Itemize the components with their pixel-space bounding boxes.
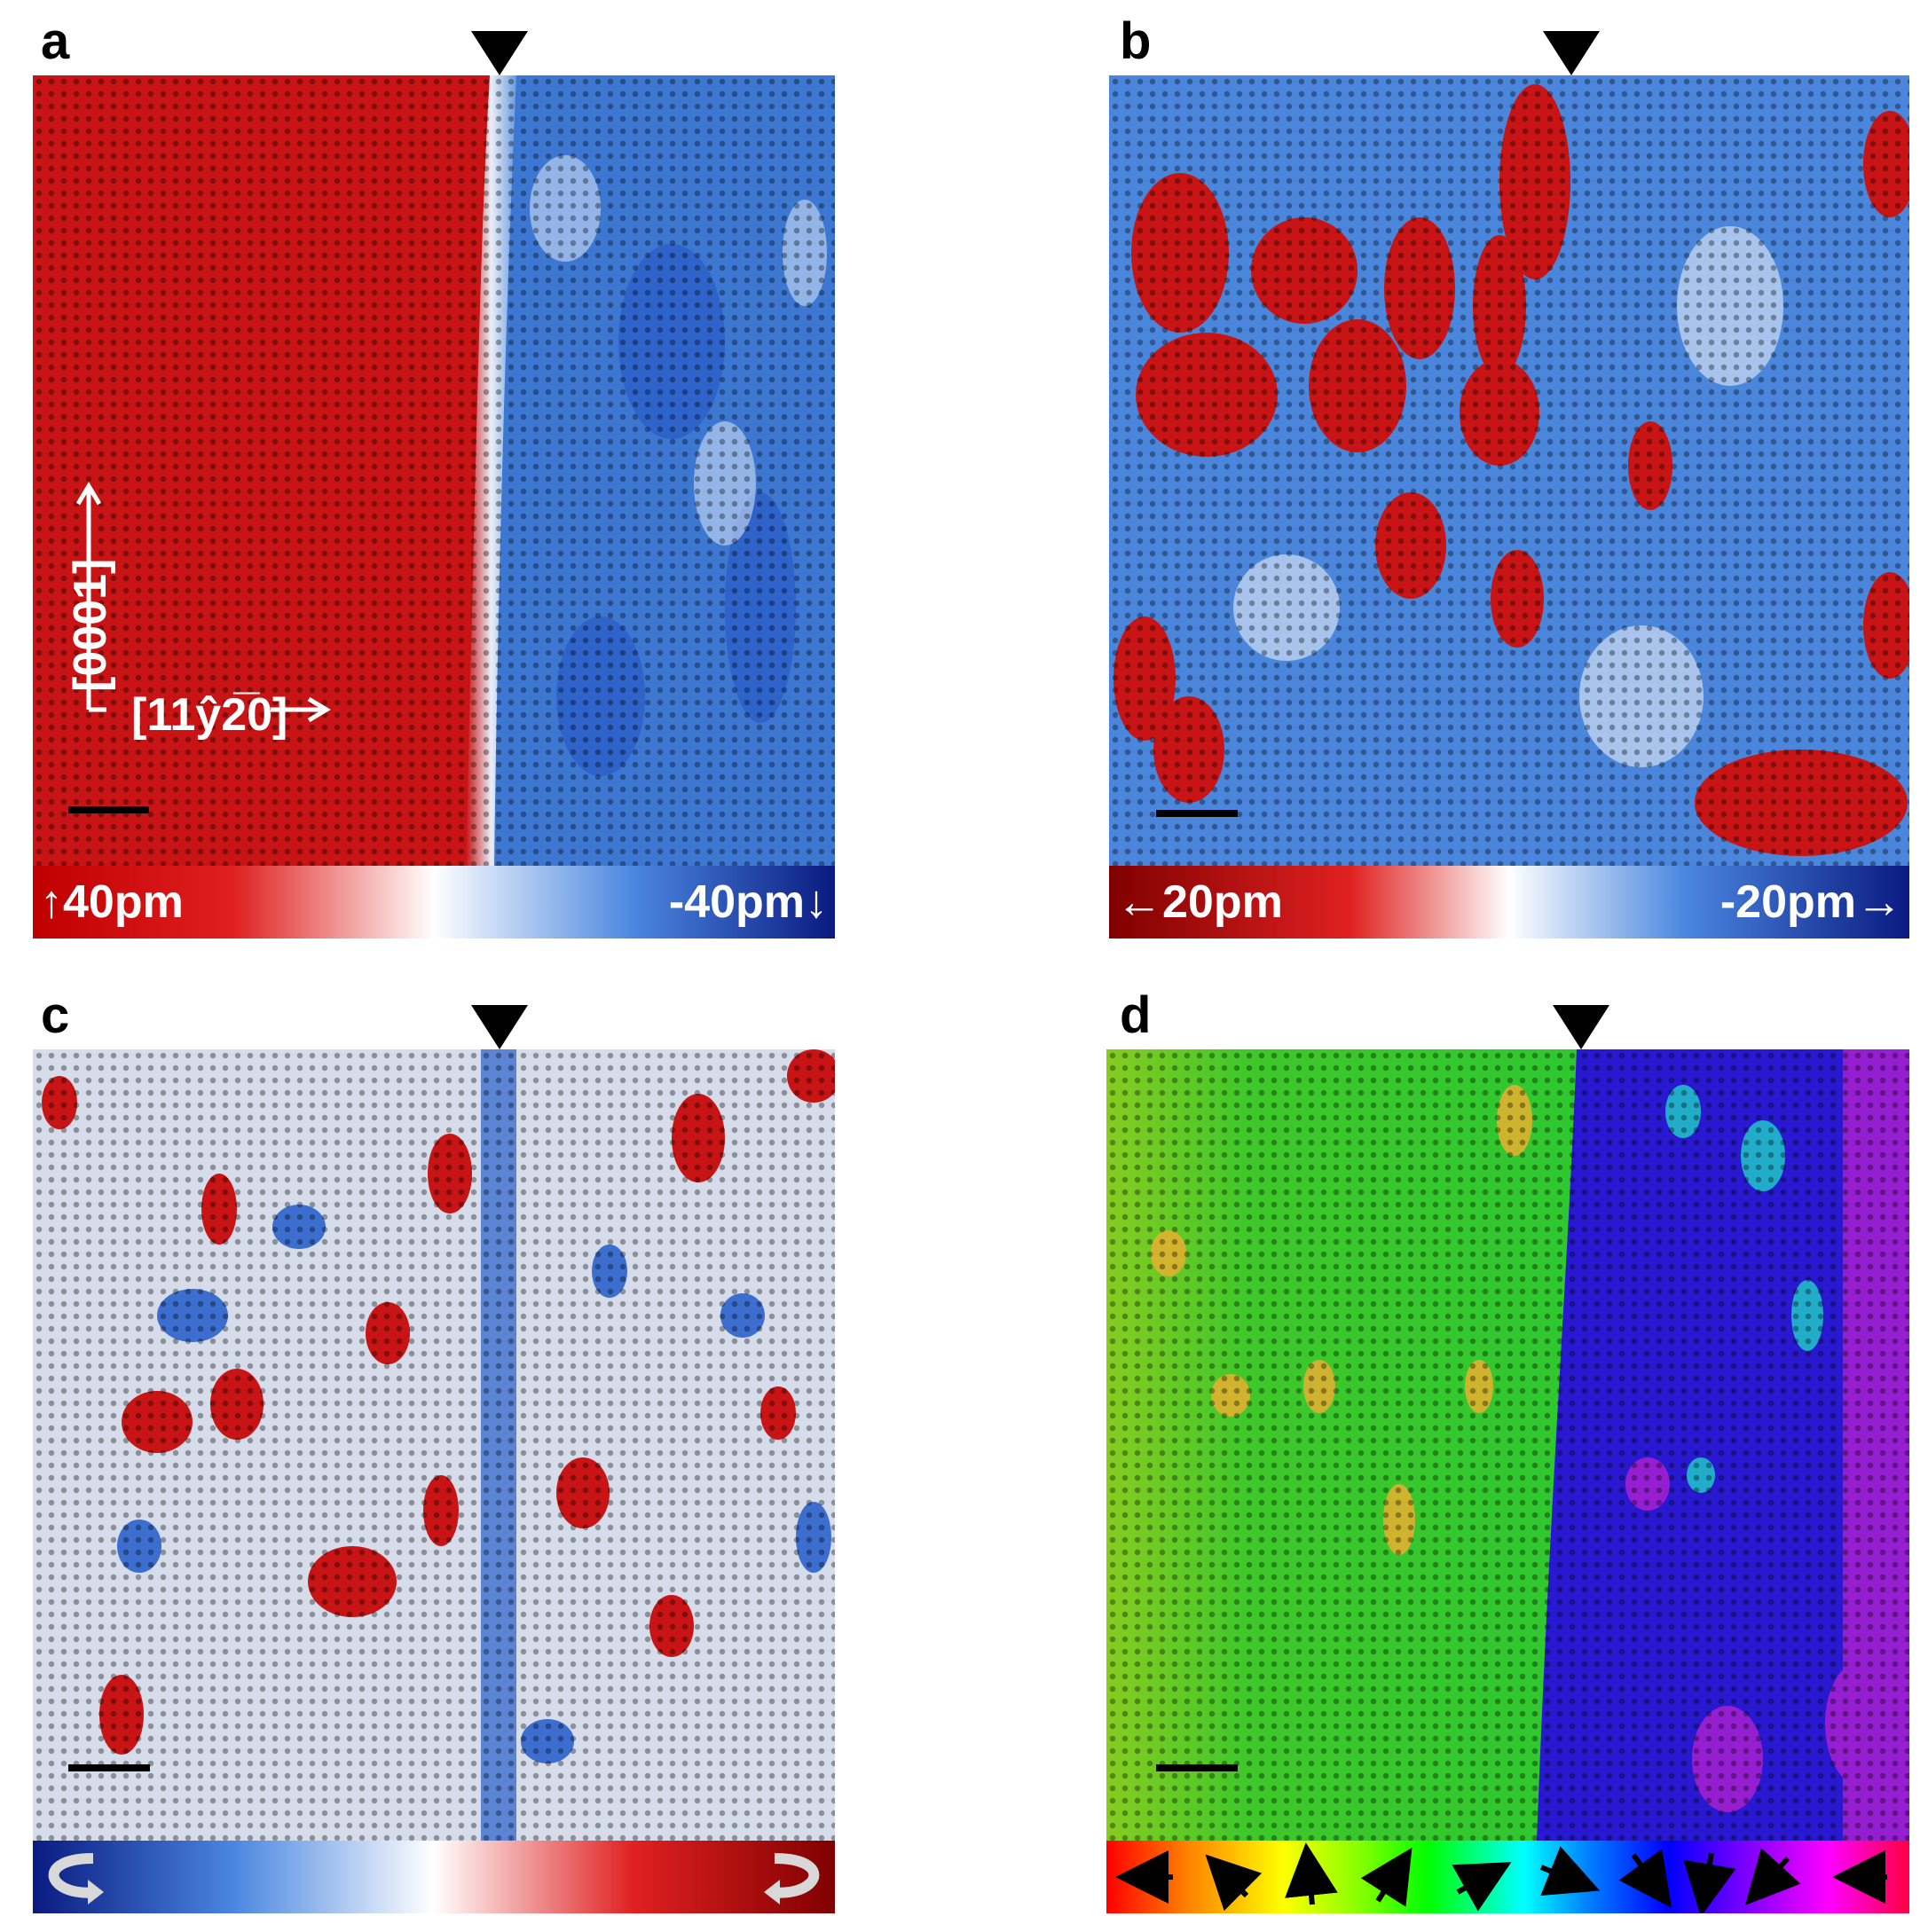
- arrow-right-down-icon: [1539, 1846, 1601, 1897]
- panel-d-scale-bar: [1156, 1764, 1238, 1771]
- arrow-right-up-icon: [1452, 1862, 1512, 1912]
- counterclockwise-rotation-icon: [48, 1853, 104, 1905]
- panel-a-domain-wall-marker: [471, 31, 528, 75]
- panel-c-domain-wall-marker: [471, 1005, 528, 1049]
- panel-d-polarization-map: [1106, 1049, 1909, 1841]
- panel-b-domain-wall-marker: [1543, 31, 1600, 75]
- panel-b-colorbar: ←20pm -20pm→: [1109, 866, 1909, 939]
- panel-a-colorbar: ↑40pm -40pm↓: [33, 866, 835, 939]
- panel-b-colorbar-right: -20pm→: [1720, 866, 1902, 939]
- panel-b-letter: b: [1120, 12, 1152, 70]
- panel-a-horizontal-axis-label: [11ŷ2̅0]: [131, 689, 288, 741]
- left-arrow-icon: ←: [1116, 876, 1162, 928]
- arrow-down-left-icon: [1744, 1848, 1801, 1905]
- right-arrow-icon: →: [1856, 876, 1902, 928]
- panel-b-displacement-map: [1109, 75, 1909, 866]
- panel-a-vertical-axis-label: [0001]: [65, 558, 116, 692]
- panel-a-colorbar-left: ↑40pm: [40, 866, 184, 939]
- panel-c-colorbar: [33, 1841, 835, 1913]
- panel-d-colorbar: [1106, 1841, 1909, 1917]
- arrow-up-icon: [1285, 1842, 1338, 1905]
- panel-a-colorbar-left-label: 40pm: [63, 876, 184, 928]
- panel-b-scale-bar: [1156, 810, 1238, 817]
- panel-c-rotation-map: [33, 1049, 835, 1841]
- panel-a-letter: a: [41, 12, 70, 70]
- panel-a-displacement-map: [33, 75, 835, 866]
- panel-a-colorbar-right: -40pm↓: [669, 866, 828, 939]
- down-arrow-icon: ↓: [805, 876, 828, 928]
- panel-d-domain-wall-marker: [1553, 1005, 1609, 1049]
- panel-b-colorbar-left-label: 20pm: [1162, 876, 1283, 928]
- panel-c-letter: c: [41, 986, 70, 1044]
- arrow-down-icon: [1683, 1852, 1736, 1917]
- arrow-down-right-icon: [1618, 1849, 1672, 1908]
- panel-c-scale-bar: [68, 1764, 150, 1771]
- up-arrow-icon: ↑: [40, 876, 63, 928]
- arrow-up-left-icon: [1205, 1854, 1263, 1912]
- clockwise-rotation-icon: [764, 1853, 820, 1905]
- polarization-direction-arrows: [1115, 1842, 1887, 1917]
- panel-a-scale-bar: [68, 806, 149, 813]
- panel-a-colorbar-right-label: -40pm: [668, 876, 805, 928]
- panel-b-colorbar-left: ←20pm: [1116, 866, 1283, 939]
- arrow-up-right-icon: [1360, 1847, 1413, 1907]
- panel-b-colorbar-right-label: -20pm: [1719, 876, 1856, 928]
- panel-d-letter: d: [1120, 986, 1152, 1044]
